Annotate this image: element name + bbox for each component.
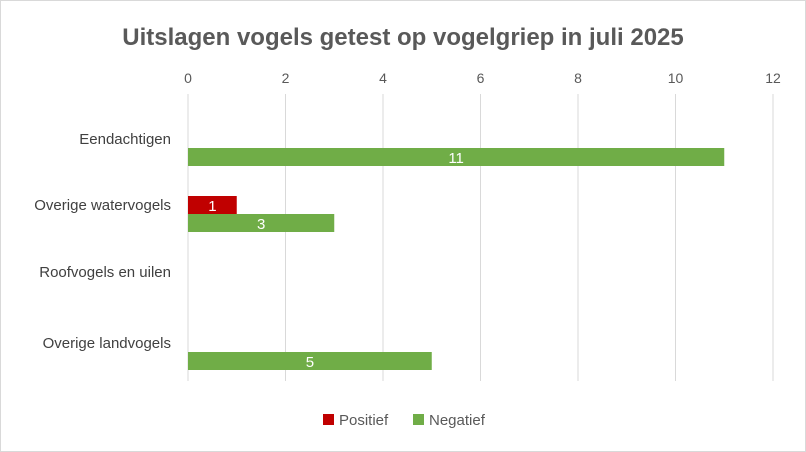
x-tick-label: 4 bbox=[379, 70, 387, 86]
data-label: 1 bbox=[208, 198, 216, 215]
data-label: 5 bbox=[306, 354, 314, 371]
x-tick-label: 10 bbox=[668, 70, 684, 86]
bar-negatief bbox=[188, 352, 432, 370]
category-label: Eendachtigen bbox=[79, 131, 171, 148]
chart-title: Uitslagen vogels getest op vogelgriep in… bbox=[122, 24, 683, 51]
x-tick-label: 8 bbox=[574, 70, 582, 86]
data-label: 3 bbox=[257, 216, 265, 233]
x-axis-ticks: 0 2 4 6 8 10 12 bbox=[184, 70, 781, 86]
x-tick-label: 0 bbox=[184, 70, 192, 86]
x-tick-label: 2 bbox=[282, 70, 290, 86]
legend: Positief Negatief bbox=[323, 412, 486, 429]
bar-negatief bbox=[188, 148, 725, 166]
x-tick-label: 12 bbox=[765, 70, 781, 86]
data-label: 11 bbox=[448, 150, 464, 167]
legend-label: Positief bbox=[339, 412, 389, 429]
bar-positief bbox=[188, 196, 237, 214]
x-tick-label: 6 bbox=[477, 70, 485, 86]
gridlines bbox=[187, 94, 774, 381]
category-label: Overige watervogels bbox=[34, 197, 171, 214]
bar-negatief bbox=[188, 214, 335, 232]
category-label: Overige landvogels bbox=[43, 335, 171, 352]
legend-label: Negatief bbox=[429, 412, 486, 429]
category-labels: Eendachtigen Overige watervogels Roofvogel… bbox=[34, 131, 171, 352]
category-label: Roofvogels en uilen bbox=[39, 264, 171, 281]
legend-swatch bbox=[323, 414, 334, 425]
legend-swatch bbox=[413, 414, 424, 425]
